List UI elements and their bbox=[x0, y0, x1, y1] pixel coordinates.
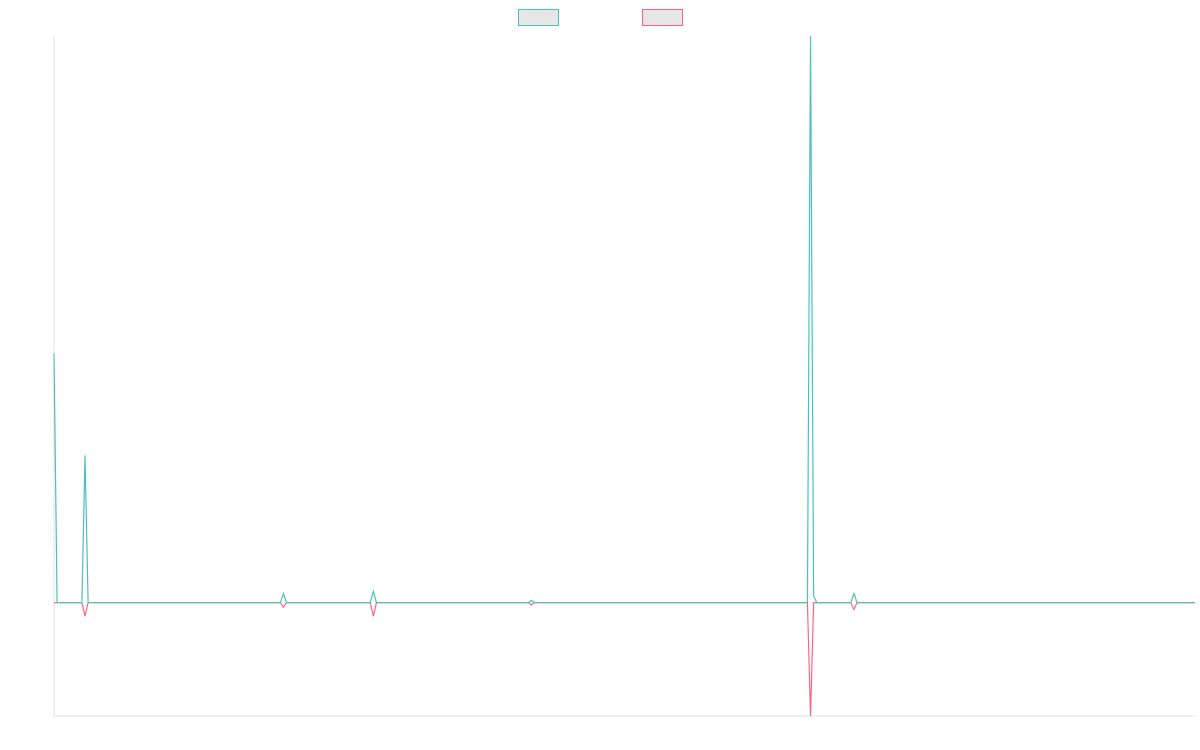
series-line-2 bbox=[54, 602, 1195, 717]
legend-swatch-1[interactable] bbox=[518, 9, 559, 26]
axes bbox=[53, 36, 1195, 717]
legend-swatch-2[interactable] bbox=[642, 9, 683, 26]
series-layer bbox=[53, 35, 1195, 717]
series-line-1 bbox=[53, 35, 1195, 604]
legend[interactable] bbox=[518, 9, 683, 26]
